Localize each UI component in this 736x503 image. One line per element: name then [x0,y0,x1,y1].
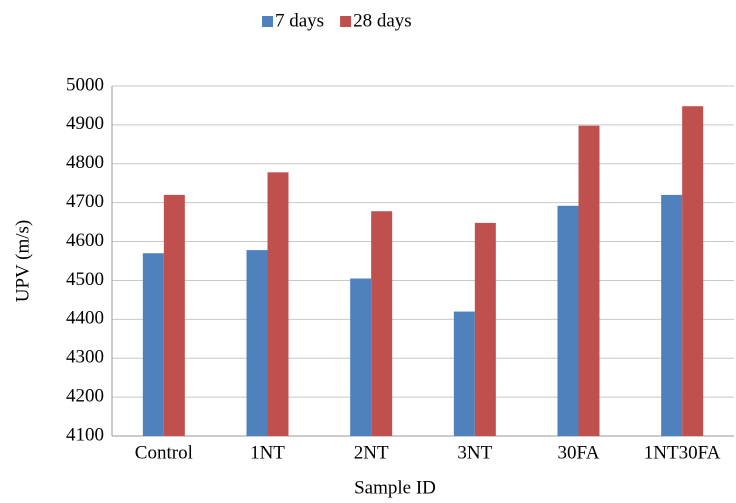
y-tick-label: 4300 [66,347,104,368]
x-tick-label: 2NT [354,442,389,463]
y-tick-label: 5000 [66,74,104,95]
x-tick-label: 30FA [558,442,600,463]
bar [474,222,496,436]
legend-swatch [340,16,352,27]
bar [661,194,683,436]
bar [267,172,289,437]
y-tick-label: 4600 [66,230,104,251]
bar [163,194,185,436]
x-tick-label: 1NT30FA [644,442,721,463]
y-tick-label: 4500 [66,269,104,290]
y-tick-label: 4100 [66,424,104,445]
x-tick-label: 3NT [457,442,492,463]
bar [682,106,704,436]
bar [578,125,600,437]
y-axis-label: UPV (m/s) [12,220,33,303]
y-tick-label: 4900 [66,113,104,134]
x-axis-label: Sample ID [354,477,436,498]
legend-swatch [262,16,273,27]
bar [557,205,579,436]
bar [453,311,475,436]
legend-label: 7 days [275,10,324,31]
bar [246,250,268,436]
y-tick-label: 4400 [66,308,104,329]
bar [350,278,372,436]
y-tick-label: 4200 [66,385,104,406]
bar [371,211,393,436]
x-tick-label: Control [135,442,193,463]
y-tick-label: 4700 [66,191,104,212]
bar [142,253,164,436]
x-tick-label: 1NT [250,442,285,463]
legend-label: 28 days [353,10,412,31]
y-tick-label: 4800 [66,152,104,173]
